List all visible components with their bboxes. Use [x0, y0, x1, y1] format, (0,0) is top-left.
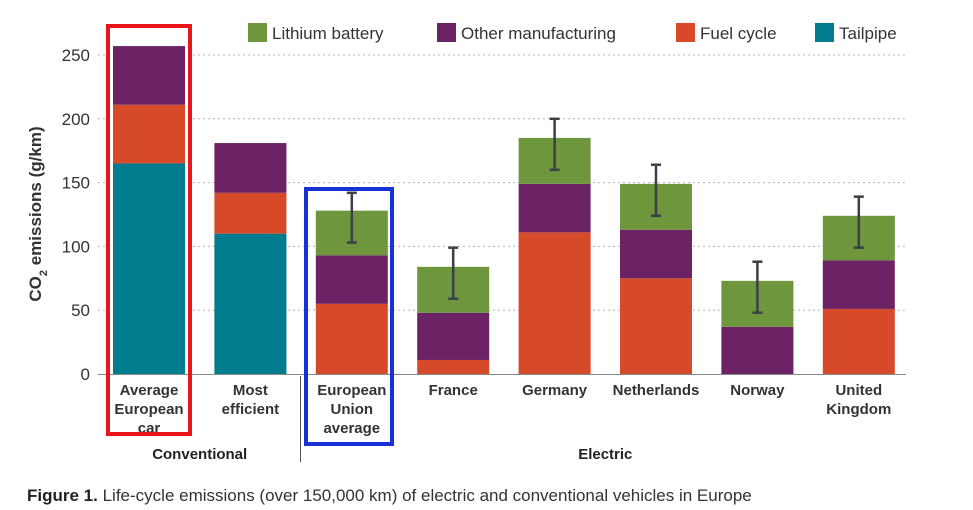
y-tick-label: 50 [71, 301, 90, 320]
legend-swatch [437, 23, 456, 42]
group-label: Conventional [152, 446, 247, 463]
legend-label: Tailpipe [839, 24, 897, 43]
y-tick-label: 200 [62, 110, 90, 129]
x-tick-label: Germany [522, 382, 588, 399]
legend-swatch [248, 23, 267, 42]
y-axis-label: CO2 emissions (g/km) [26, 126, 50, 301]
bar-segment [721, 327, 793, 374]
caption-text: Life-cycle emissions (over 150,000 km) o… [103, 486, 752, 505]
y-tick-label: 150 [62, 174, 90, 193]
y-tick-label: 100 [62, 237, 90, 256]
bar-segment [620, 230, 692, 278]
legend-swatch [815, 23, 834, 42]
x-tick-label: Union [331, 401, 374, 418]
bar-segment [519, 232, 591, 374]
bar-segment [214, 193, 286, 234]
x-tick-label: Average [120, 382, 179, 399]
x-tick-label: France [429, 382, 478, 399]
bar-segment [823, 260, 895, 308]
x-tick-label: European [114, 401, 183, 418]
y-tick-label: 0 [81, 365, 90, 384]
x-tick-label: European [317, 382, 386, 399]
legend-swatch [676, 23, 695, 42]
x-tick-label: Netherlands [613, 382, 700, 399]
bar-segment [214, 234, 286, 374]
legend-label: Lithium battery [272, 24, 384, 43]
bar-segment [519, 184, 591, 232]
bar-segment [316, 304, 388, 374]
caption-label: Figure 1. [27, 486, 98, 505]
emissions-chart: 0 50 100 150 200 250 CO2 emissions (g/km) Avera… [0, 0, 973, 480]
x-tick-label: average [323, 420, 380, 437]
bar-segment [620, 278, 692, 374]
bar-segment [113, 46, 185, 105]
x-tick-label: Norway [730, 382, 785, 399]
bar-segment [113, 105, 185, 164]
legend-label: Other manufacturing [461, 24, 616, 43]
group-label: Electric [578, 446, 632, 463]
bar-segment [417, 313, 489, 360]
y-tick-label: 250 [62, 46, 90, 65]
x-tick-label: United [835, 382, 882, 399]
x-tick-label: Kingdom [826, 401, 891, 418]
x-tick-label: efficient [222, 401, 280, 418]
figure-caption: Figure 1. Life-cycle emissions (over 150… [27, 486, 752, 506]
bar-segment [214, 143, 286, 193]
bar-segment [823, 309, 895, 374]
bar-segment [417, 360, 489, 374]
bar-segment [316, 255, 388, 303]
x-tick-label: Most [233, 382, 268, 399]
legend-label: Fuel cycle [700, 24, 777, 43]
bar-segment [113, 163, 185, 374]
